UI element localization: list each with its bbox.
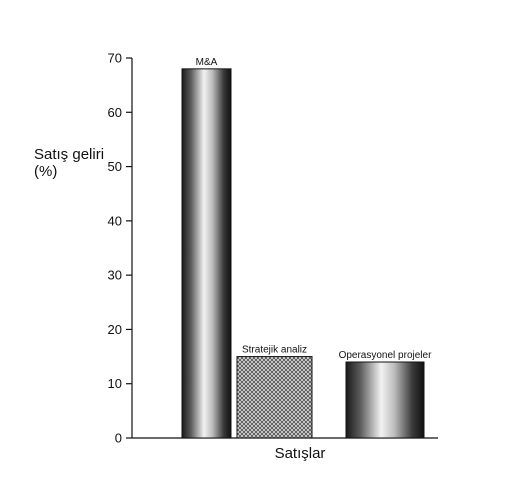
y-tick-label: 10	[108, 376, 122, 391]
bar	[345, 361, 425, 439]
bar	[236, 356, 313, 439]
bar-category-label: Operasyonel projeler	[339, 350, 432, 361]
y-ticks: 0 10 20 30 40 50 60 70	[108, 51, 132, 446]
y-tick-label: 40	[108, 213, 122, 228]
bar	[181, 68, 232, 439]
y-tick-label: 0	[115, 431, 122, 446]
bar-labels: M&A Stratejik analiz Operasyonel projeler	[196, 57, 432, 361]
y-tick-label: 70	[108, 51, 122, 66]
y-axis-title-line-1: Satış geliri	[34, 146, 104, 163]
bars	[181, 68, 425, 439]
bar-category-label: M&A	[196, 57, 218, 68]
y-tick-label: 20	[108, 322, 122, 337]
bar-category-label: Stratejik analiz	[242, 345, 307, 356]
x-axis-title: Satışlar	[275, 445, 326, 462]
y-axis-title-line-2: (%)	[34, 163, 57, 180]
y-tick-label: 60	[108, 105, 122, 120]
y-tick-label: 30	[108, 268, 122, 283]
y-axis-title: Satış geliri (%)	[34, 146, 104, 180]
y-tick-label: 50	[108, 159, 122, 174]
